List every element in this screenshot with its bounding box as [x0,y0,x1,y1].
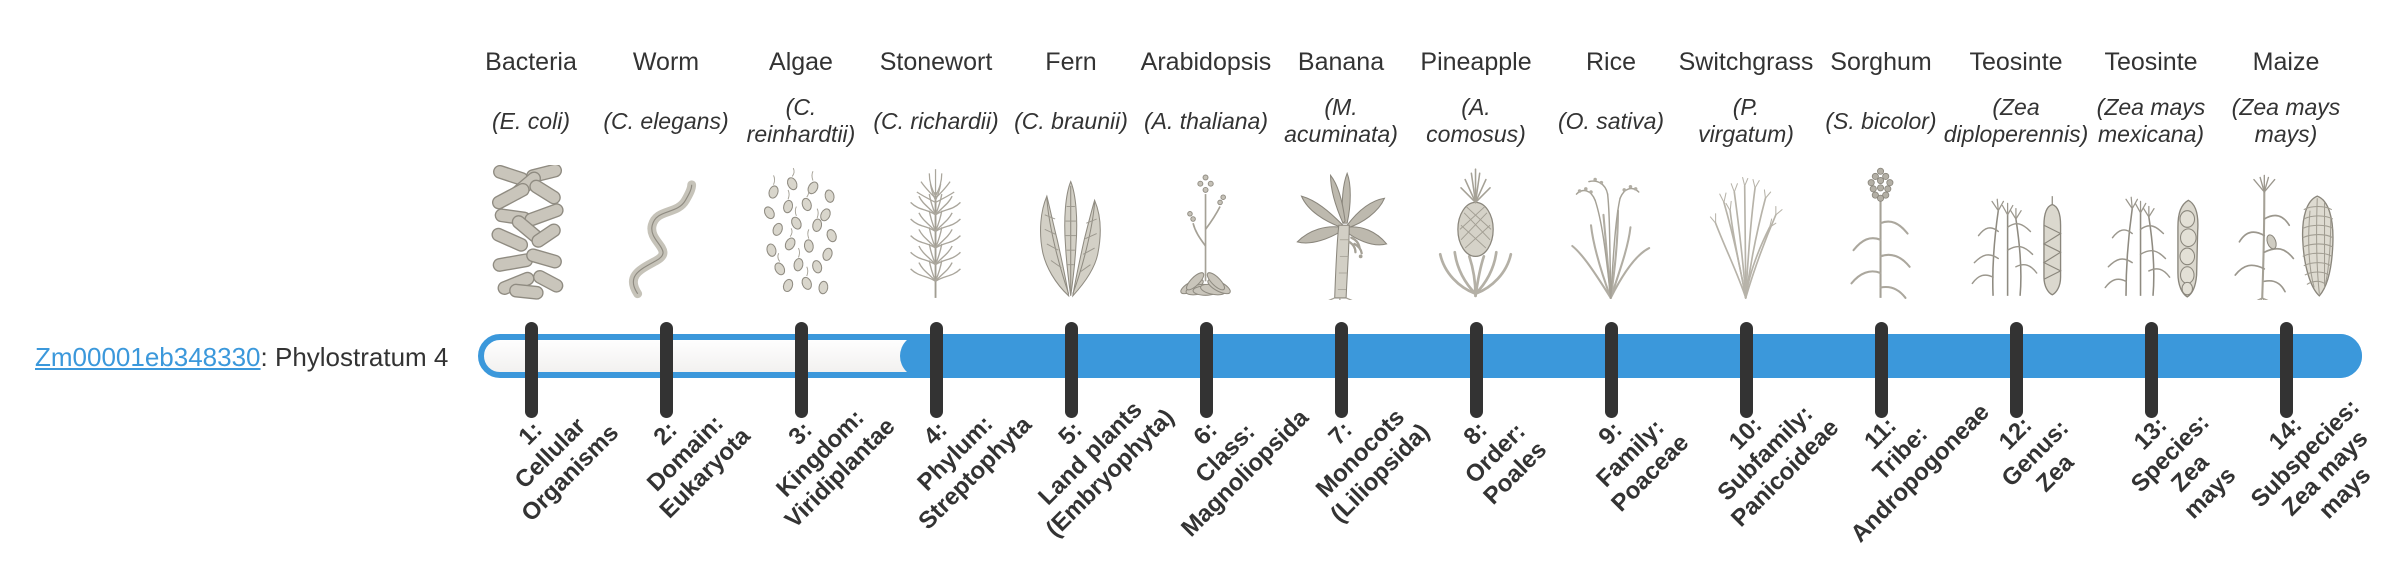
organism-common-name: Rice [1585,48,1637,76]
organism-column-1: Bacteria (E. coli) [456,0,606,310]
organism-species-name: (Zea diploperennis) [1943,94,2089,147]
organism-species-name: (Zea mays mays) [2231,94,2341,147]
organism-column-2: Worm (C. elegans) [591,0,741,310]
phylostratum-tick-13 [2144,322,2158,418]
organism-column-5: Fern (C. braunii) [996,0,1146,310]
phylostratum-tick-12 [2009,322,2023,418]
phylostratum-axis-label-8: 8: Order: Poales [1458,416,1553,511]
organism-species-name: (C. elegans) [603,107,729,134]
phylostratum-tick-7 [1334,322,1348,418]
organism-column-14: Maize (Zea mays mays) [2211,0,2361,310]
organism-column-13: Teosinte (Zea mays mexicana) [2076,0,2226,310]
phylostratum-tick-14 [2279,322,2293,418]
algae-icon [726,163,876,300]
organism-common-name: Sorghum [1830,48,1932,76]
phylostratum-tick-5 [1064,322,1078,418]
organism-species-name: (P. virgatum) [1698,94,1794,147]
organism-column-10: Switchgrass (P. virgatum) [1671,0,1821,310]
organism-species-name: (A. thaliana) [1143,107,1269,134]
organism-column-4: Stonewort (C. richardii) [861,0,1011,310]
worm-icon [591,163,741,300]
phylostratum-tick-11 [1874,322,1888,418]
organism-species-name: (S. bicolor) [1825,107,1937,134]
phylostratum-axis-label-7: 7: Monocots (Liliopsida) [1310,403,1435,528]
organism-species-name: (M. acuminata) [1284,94,1398,147]
organism-species-name: (Zea mays mexicana) [2096,94,2206,147]
phylostratum-tick-3 [794,322,808,418]
phylostratum-axis-label-14: 14: Subspecies: Zea mays mays [2245,393,2377,525]
phylostratum-tick-6 [1199,322,1213,418]
organism-column-7: Banana (M. acuminata) [1266,0,1416,310]
organism-column-11: Sorghum (S. bicolor) [1806,0,1956,310]
organism-column-9: Rice (O. sativa) [1536,0,1686,310]
phylostratum-tick-1 [524,322,538,418]
organism-common-name: Banana [1297,48,1385,76]
bacteria-icon [456,163,606,300]
rice-icon [1536,163,1686,300]
banana-icon [1266,163,1416,300]
organism-common-name: Switchgrass [1678,48,1814,76]
organism-common-name: Algae [769,48,833,76]
stonewort-icon [861,163,1011,300]
gene-phylostratum-text: : Phylostratum 4 [260,342,449,372]
organism-common-name: Maize [2252,48,2320,76]
organism-column-3: Algae (C. reinhardtii) [726,0,876,310]
organism-column-6: Arabidopsis (A. thaliana) [1131,0,1281,310]
phylostrata-bar-fill [900,334,2362,378]
organism-common-name: Pineapple [1420,48,1532,76]
organism-species-name: (C. richardii) [873,107,999,134]
phylostratum-tick-10 [1739,322,1753,418]
organism-common-name: Bacteria [485,48,577,76]
phylostratum-tick-2 [659,322,673,418]
organism-species-name: (O. sativa) [1557,107,1665,134]
organism-common-name: Teosinte [1969,48,2063,76]
switchgrass-icon [1671,163,1821,300]
organism-species-name: (E. coli) [492,107,570,134]
organism-species-name: (A. comosus) [1426,94,1526,147]
organism-common-name: Fern [1045,48,1097,76]
phylostratum-tick-8 [1469,322,1483,418]
maize-icon [2211,163,2361,300]
gene-label: Zm00001eb348330: Phylostratum 4 [35,341,448,373]
teosinte-mexicana-icon [2076,163,2226,300]
gene-id-link[interactable]: Zm00001eb348330 [35,342,261,372]
phylostratum-axis-label-12: 12: Genus: Zea [1993,411,2080,498]
organism-common-name: Worm [632,48,700,76]
organism-common-name: Teosinte [2104,48,2198,76]
organism-column-12: Teosinte (Zea diploperennis) [1941,0,2091,310]
organism-species-name: (C. reinhardtii) [746,94,856,147]
sorghum-icon [1806,163,1956,300]
organism-common-name: Stonewort [879,48,993,76]
teosinte-icon [1941,163,2091,300]
organism-common-name: Arabidopsis [1140,48,1272,76]
organism-column-8: Pineapple (A. comosus) [1401,0,1551,310]
fern-icon [996,163,1146,300]
arabidopsis-icon [1131,163,1281,300]
phylostratum-tick-4 [929,322,943,418]
pineapple-icon [1401,163,1551,300]
phylostratum-tick-9 [1604,322,1618,418]
organism-species-name: (C. braunii) [1014,107,1128,134]
